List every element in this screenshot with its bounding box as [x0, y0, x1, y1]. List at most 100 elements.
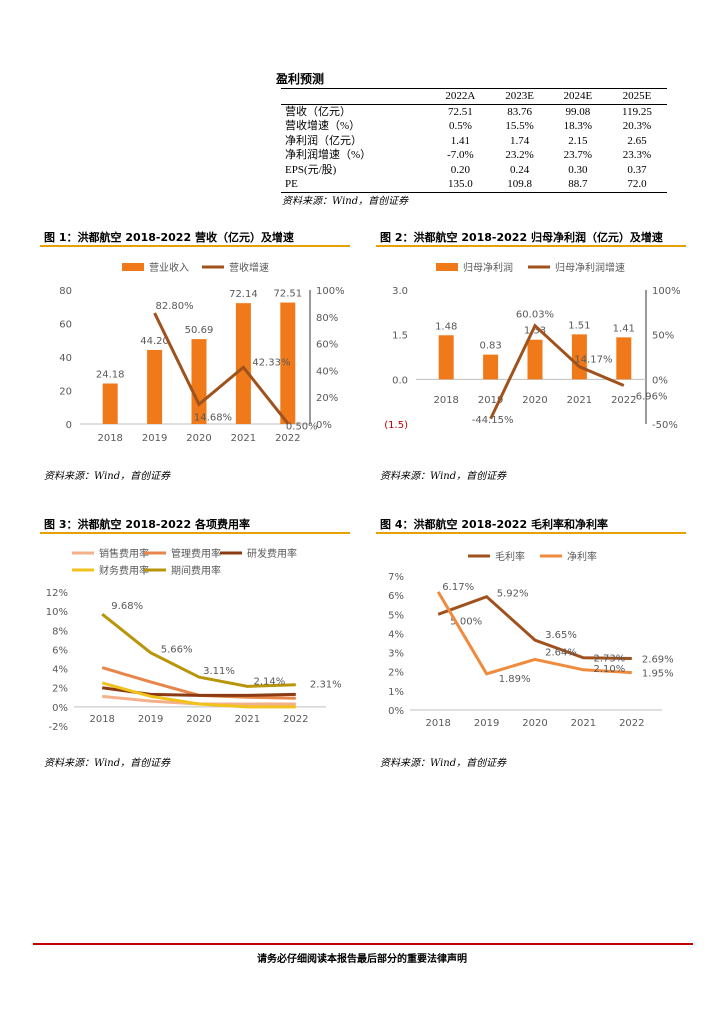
y-tick-label: 60 — [59, 320, 72, 331]
y-tick-label: 6% — [52, 645, 68, 656]
y-tick-label: 0% — [388, 706, 404, 717]
x-tick-label: 2022 — [619, 718, 644, 729]
bar — [280, 302, 296, 424]
series-value-label: 2.64% — [545, 647, 577, 658]
bar — [616, 337, 632, 380]
y-tick-label: 4% — [52, 665, 68, 676]
fig4-chart: 0% 1% 2% 3% 4% 5% 6% 7% 2018 2019 2020 2021 2022 毛利率 净… — [388, 550, 674, 729]
table-cell: 83.76 — [507, 105, 532, 118]
legend-label: 营收增速 — [229, 261, 269, 274]
table-header-cell: 2024E — [548, 88, 607, 105]
x-tick-label: 2020 — [186, 714, 211, 725]
fig2-chart: 归母净利润 归母净利润增速 (1.5) 0.0 1.5 3.0 -50% 0% 50% 100% 1… — [384, 261, 681, 431]
y-tick-label: 20 — [59, 387, 72, 398]
table-cell: -7.0% — [447, 149, 474, 162]
table-header-row: 2022A 2023E 2024E 2025E — [281, 88, 667, 105]
table-cell: 1.41 — [450, 134, 471, 147]
row-label: 营收（亿元） — [285, 105, 351, 118]
y-tick-label: 10% — [46, 607, 68, 618]
series-value-label: 1.89% — [499, 674, 531, 685]
y-tick-label: 0.0 — [392, 375, 408, 386]
row-label: 净利润增速（%） — [285, 149, 372, 162]
x-tick-label: 2020 — [522, 718, 547, 729]
table-cell: 18.3% — [563, 120, 593, 133]
y2-tick-label: -50% — [652, 420, 678, 431]
fig1-source: 资料来源：Wind，首创证券 — [44, 471, 171, 482]
table-header-cell: 2022A — [430, 88, 491, 105]
series-value-label: 5.92% — [497, 589, 529, 600]
y2-tick-label: 100% — [652, 286, 681, 297]
growth-line — [153, 312, 289, 425]
bar — [438, 335, 454, 380]
table-row: 营收（亿元） 72.51 83.76 99.08 119.25 — [281, 104, 667, 119]
growth-value-label: 60.03% — [516, 310, 554, 321]
table-cell: 23.7% — [563, 149, 593, 162]
y2-tick-label: 60% — [316, 340, 338, 351]
footer-rule — [33, 943, 693, 945]
y-tick-label: 7% — [388, 572, 404, 583]
bar-value-label: 1.41 — [613, 323, 635, 334]
table-header-cell: 2025E — [606, 88, 667, 105]
y-tick-label: 0% — [52, 703, 68, 714]
legend-swatch — [436, 263, 458, 271]
series-value-label: 2.31% — [310, 680, 342, 691]
bar-value-label: 50.69 — [185, 325, 214, 336]
y-tick-label: 4% — [388, 629, 404, 640]
x-tick-label: 2021 — [231, 433, 256, 444]
x-tick-label: 2019 — [142, 433, 167, 444]
growth-value-label: 42.33% — [252, 357, 290, 368]
bar — [483, 354, 499, 380]
bar-value-label: 72.14 — [229, 289, 258, 300]
growth-value-label: 14.17% — [574, 355, 612, 366]
table-header-cell: 2023E — [490, 88, 549, 105]
growth-value-label: 14.68% — [194, 412, 232, 423]
series-value-label: 9.68% — [111, 601, 143, 612]
legend-label: 财务费用率 — [99, 564, 149, 577]
x-tick-label: 2019 — [138, 714, 163, 725]
series-value-label: 5.66% — [161, 645, 193, 656]
y2-tick-label: 40% — [316, 366, 338, 377]
y-tick-label: 1% — [388, 687, 404, 698]
legend-label: 期间费用率 — [171, 564, 221, 577]
series-value-label: 6.17% — [442, 582, 474, 593]
y2-tick-label: 0% — [316, 420, 332, 431]
x-tick-label: 2022 — [283, 714, 308, 725]
y-tick-label: 0 — [66, 420, 72, 431]
table-row: 净利润（亿元） 1.41 1.74 2.15 2.65 — [281, 134, 667, 149]
table-row: 净利润增速（%） -7.0% 23.2% 23.7% 23.3% — [281, 148, 667, 163]
table-cell: 1.74 — [509, 134, 530, 147]
y-tick-label: 12% — [46, 588, 68, 599]
y-tick-label: 40 — [59, 353, 72, 364]
legend-label: 归母净利润增速 — [555, 261, 625, 274]
bar-value-label: 1.48 — [435, 321, 457, 332]
table-cell: 72.0 — [606, 177, 667, 193]
growth-line — [489, 323, 625, 420]
row-label: 营收增速（%） — [285, 120, 361, 133]
y-tick-label: 80 — [59, 286, 72, 297]
fig2-source: 资料来源：Wind，首创证券 — [380, 471, 507, 482]
series-line — [436, 591, 632, 676]
table-cell: 99.08 — [565, 105, 591, 118]
legend-label: 销售费用率 — [99, 547, 149, 560]
table-row: 营收增速（%） 0.5% 15.5% 18.3% 20.3% — [281, 119, 667, 134]
bar — [235, 303, 251, 424]
y-tick-label: -2% — [49, 722, 68, 730]
x-tick-label: 2020 — [186, 433, 211, 444]
legend-label: 净利率 — [567, 550, 597, 563]
y2-tick-label: 0% — [652, 375, 668, 386]
x-tick-label: 2021 — [567, 395, 592, 406]
series-value-label: 2.73% — [594, 654, 626, 665]
x-tick-label: 2021 — [571, 718, 596, 729]
legend-swatch — [122, 263, 144, 271]
x-tick-label: 2018 — [97, 433, 122, 444]
y-tick-label: 3% — [388, 649, 404, 660]
fig2-title: 图 2：洪都航空 2018-2022 归母净利润（亿元）及增速 — [380, 231, 663, 244]
x-tick-label: 2022 — [275, 433, 300, 444]
bar-value-label: 72.51 — [273, 289, 302, 300]
table-cell: 20.3% — [622, 120, 652, 133]
series-line — [437, 594, 632, 661]
bar — [527, 339, 543, 380]
y-tick-label: 2% — [388, 668, 404, 679]
row-label: PE — [281, 177, 431, 193]
fig4-title-rule — [376, 532, 686, 534]
